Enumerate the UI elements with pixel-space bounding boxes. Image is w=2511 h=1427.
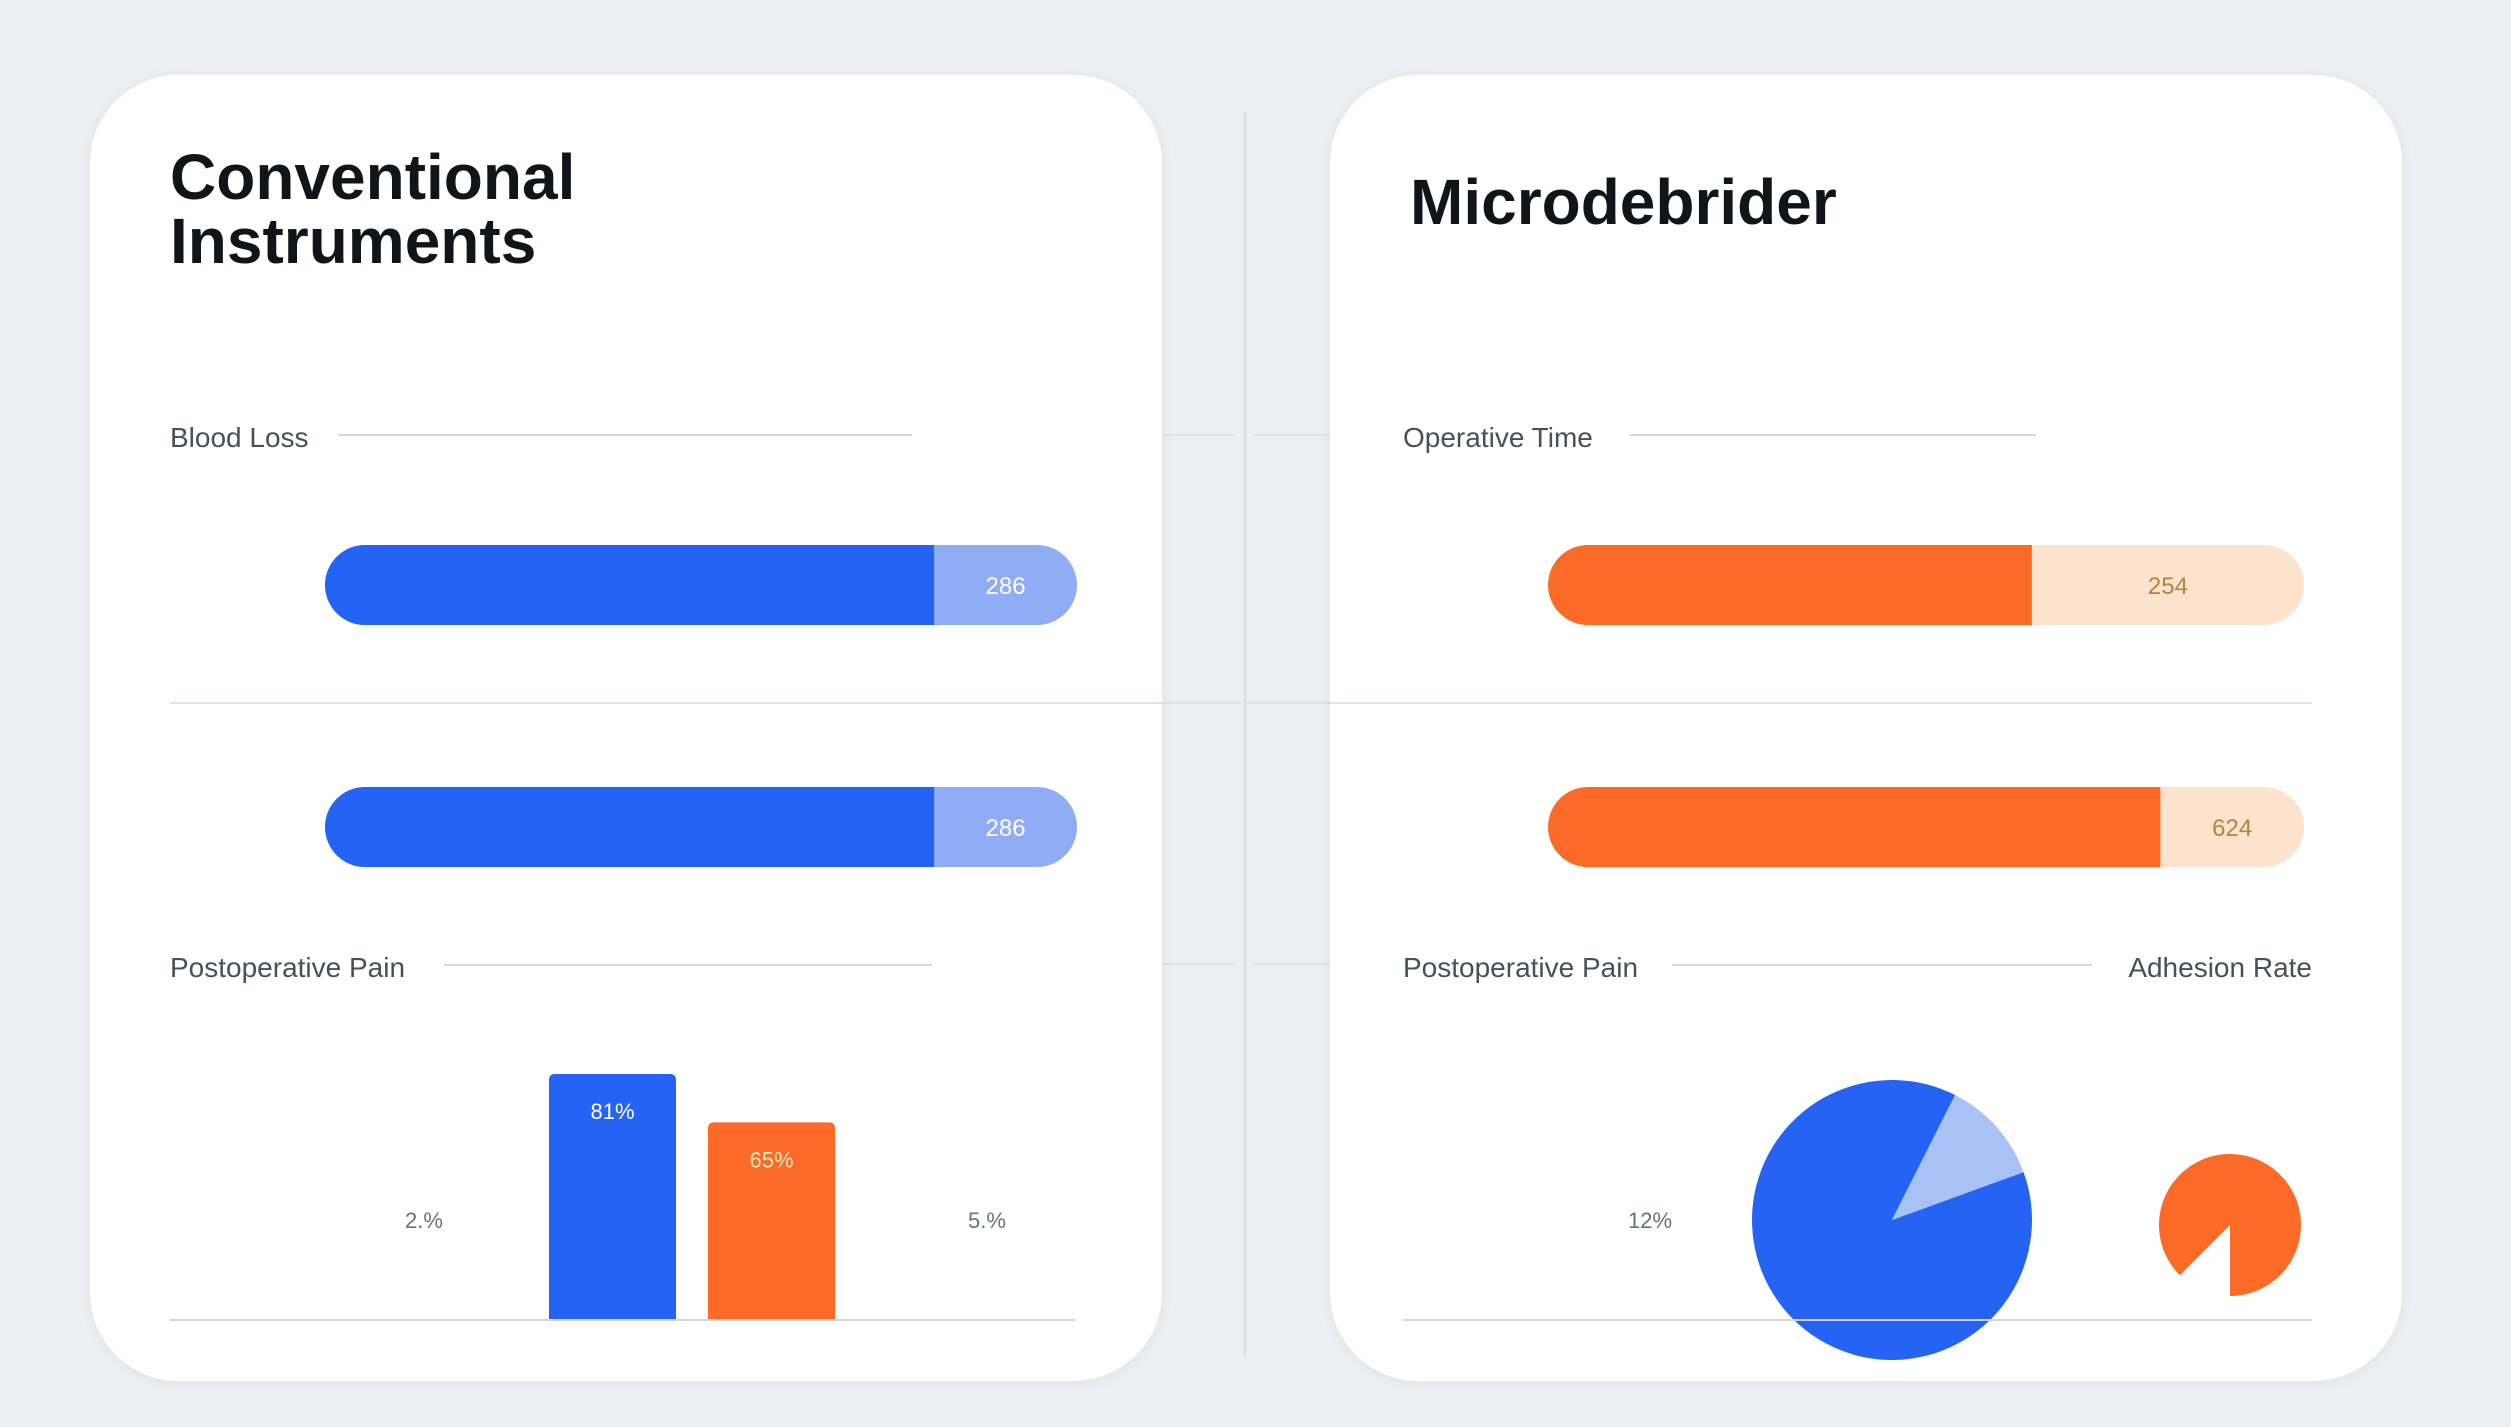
- center-divider: [1244, 112, 1246, 1356]
- blood-loss-label: Blood Loss: [170, 422, 309, 453]
- side-value-label: 12%: [1628, 1208, 1672, 1233]
- bar-group: [325, 787, 1077, 867]
- microdebrider-charts: Operative Time 254 624 Postoperative Pain…: [1330, 422, 2312, 1360]
- pain-bar: [549, 1074, 676, 1319]
- panel-title: Microdebrider: [1410, 166, 1837, 238]
- adhesion-rate-pie: [2159, 1153, 2301, 1296]
- bar-value-label: 286: [986, 573, 1026, 600]
- side-value-label: 2.%: [405, 1208, 443, 1233]
- microdebrider-panel: Microdebrider Operative Time 254 624 Post…: [1330, 75, 2402, 1381]
- pie-slice: [1751, 1080, 2032, 1360]
- bar-value-label: 65%: [749, 1147, 793, 1172]
- bar-value-label: 624: [2212, 815, 2252, 842]
- conventional-charts: Blood Loss 286 286 Postoperative Pain 81%…: [170, 422, 1162, 1321]
- side-value-label: 5.%: [968, 1208, 1006, 1233]
- pie-slice: [1892, 1095, 2024, 1220]
- bar-fill: [1548, 545, 2032, 625]
- panel-title: Conventional Instruments: [170, 141, 576, 277]
- bar-fill: [325, 787, 935, 867]
- bar-group: [1548, 787, 2304, 867]
- postoperative-pain-label: Postoperative Pain: [170, 952, 405, 983]
- blood-loss-bars: 286 286: [325, 545, 1077, 867]
- operative-time-bars: 254 624: [1548, 545, 2304, 867]
- operative-time-label: Operative Time: [1403, 422, 1593, 453]
- postoperative-pain-chart: 81% 65% 2.% 5.%: [405, 1074, 1006, 1319]
- bar-group: [1548, 545, 2304, 625]
- connector-line: [1094, 702, 1334, 704]
- postoperative-pain-label: Postoperative Pain: [1403, 952, 1638, 983]
- bar-value-label: 254: [2148, 573, 2188, 600]
- postoperative-pain-pie: 12%: [1628, 1080, 2032, 1360]
- conventional-instruments-panel: Conventional Instruments Blood Loss 286 2…: [90, 75, 1162, 1381]
- connector-line: [1254, 963, 1334, 965]
- bar-value-label: 81%: [590, 1099, 634, 1124]
- adhesion-rate-label: Adhesion Rate: [2128, 952, 2312, 983]
- bar-value-label: 286: [986, 815, 1026, 842]
- bar-fill: [325, 545, 935, 625]
- bar-fill: [1548, 787, 2161, 867]
- connector-line: [1094, 963, 1234, 965]
- pie-slice: [2159, 1153, 2301, 1296]
- pain-bar: [708, 1122, 835, 1319]
- connector-line: [1254, 434, 1334, 436]
- bar-group: [325, 545, 1077, 625]
- connector-line: [1094, 434, 1234, 436]
